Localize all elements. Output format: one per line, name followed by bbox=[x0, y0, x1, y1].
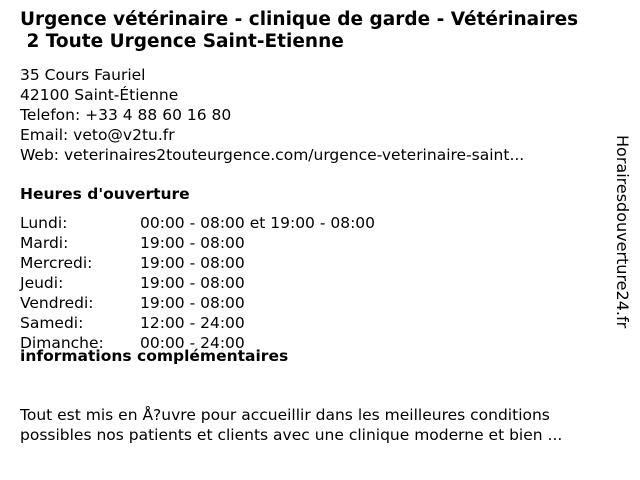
day: Vendredi: bbox=[20, 294, 94, 312]
time: 19:00 - 08:00 bbox=[140, 254, 245, 272]
title-line: Urgence vétérinaire - clinique de garde … bbox=[20, 9, 579, 30]
email: Email: veto@v2tu.fr bbox=[20, 126, 175, 144]
title-line: 2 Toute Urgence Saint-Etienne bbox=[20, 31, 344, 52]
time: 00:00 - 08:00 et 19:00 - 08:00 bbox=[140, 214, 376, 232]
info-line: possibles nos patients et clients avec u… bbox=[20, 426, 563, 444]
phone: Telefon: +33 4 88 60 16 80 bbox=[20, 106, 232, 124]
time: 19:00 - 08:00 bbox=[140, 274, 245, 292]
street: 35 Cours Fauriel bbox=[20, 66, 146, 84]
page-title: Urgence vétérinaire - clinique de garde … bbox=[20, 9, 578, 53]
day: Lundi: bbox=[20, 214, 68, 232]
day: Samedi: bbox=[20, 314, 84, 332]
day: Dimanche: bbox=[20, 334, 104, 352]
website-link[interactable]: Web: veterinaires2touteurgence.com/urgen… bbox=[20, 146, 525, 164]
hours-heading: Heures d'ouverture bbox=[20, 185, 190, 203]
day: Jeudi: bbox=[20, 274, 64, 292]
info-heading: informations complémentaires bbox=[20, 347, 289, 365]
info-line: Tout est mis en Å?uvre pour accueillir d… bbox=[20, 406, 550, 424]
day: Mercredi: bbox=[20, 254, 93, 272]
time: 19:00 - 08:00 bbox=[140, 294, 245, 312]
time: 19:00 - 08:00 bbox=[140, 234, 245, 252]
city: 42100 Saint-Étienne bbox=[20, 86, 179, 104]
time: 00:00 - 24:00 bbox=[140, 334, 245, 352]
time: 12:00 - 24:00 bbox=[140, 314, 245, 332]
day: Mardi: bbox=[20, 234, 69, 252]
site-watermark: Horairesdouverture24.fr bbox=[613, 135, 632, 329]
